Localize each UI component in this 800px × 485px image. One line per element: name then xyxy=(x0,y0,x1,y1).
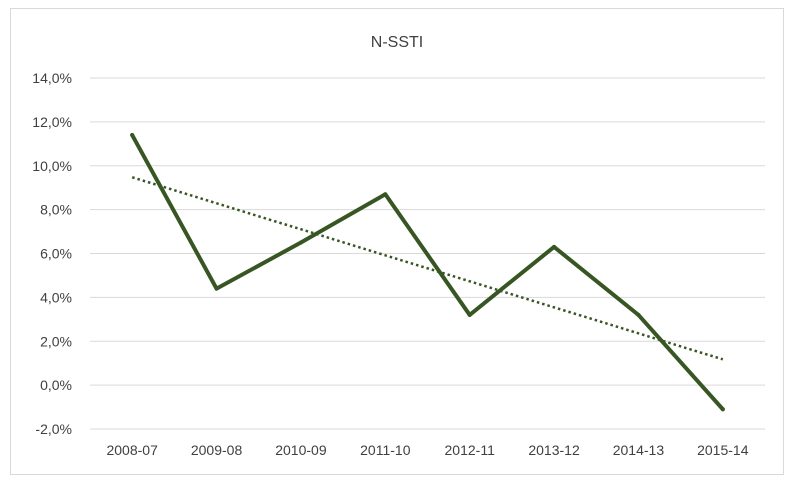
x-tick-label: 2011-10 xyxy=(360,442,411,458)
x-tick-label: 2012-11 xyxy=(445,442,496,458)
x-tick-label: 2014-13 xyxy=(613,442,665,458)
chart-frame xyxy=(10,8,784,475)
y-tick-label: 12,0% xyxy=(32,114,72,130)
data-point xyxy=(636,312,641,317)
chart-title: N-SSTI xyxy=(371,34,423,51)
gridlines xyxy=(90,77,765,430)
y-tick-label: 10,0% xyxy=(32,158,72,174)
y-axis-tick-labels: -2,0% 0,0% 2,0% 4,0% 6,0% 8,0% 10,0% 12,0% 14,0% xyxy=(32,70,72,437)
y-tick-label: 2,0% xyxy=(40,333,72,349)
x-tick-label: 2009-08 xyxy=(191,442,243,458)
trendline-line xyxy=(131,176,724,361)
trendline xyxy=(131,176,724,361)
data-point xyxy=(298,240,303,245)
y-tick-label: 14,0% xyxy=(32,70,72,86)
y-tick-label: -2,0% xyxy=(35,421,72,437)
y-tick-label: 8,0% xyxy=(40,202,72,218)
x-tick-label: 2010-09 xyxy=(275,442,327,458)
x-tick-label: 2008-07 xyxy=(106,442,158,458)
data-point xyxy=(720,407,725,412)
x-tick-label: 2015-14 xyxy=(697,442,749,458)
data-point xyxy=(383,192,388,197)
y-tick-label: 0,0% xyxy=(40,377,72,393)
x-tick-label: 2013-12 xyxy=(528,442,580,458)
series-lines xyxy=(130,133,725,412)
data-point xyxy=(130,133,135,138)
data-point xyxy=(214,286,219,291)
series-line xyxy=(130,133,725,412)
data-point xyxy=(467,312,472,317)
x-axis-tick-labels: 2008-07 2009-08 2010-09 2011-10 2012-11 2013-… xyxy=(106,442,748,458)
y-tick-label: 4,0% xyxy=(40,289,72,305)
data-point xyxy=(552,244,557,249)
y-tick-label: 6,0% xyxy=(40,246,72,262)
